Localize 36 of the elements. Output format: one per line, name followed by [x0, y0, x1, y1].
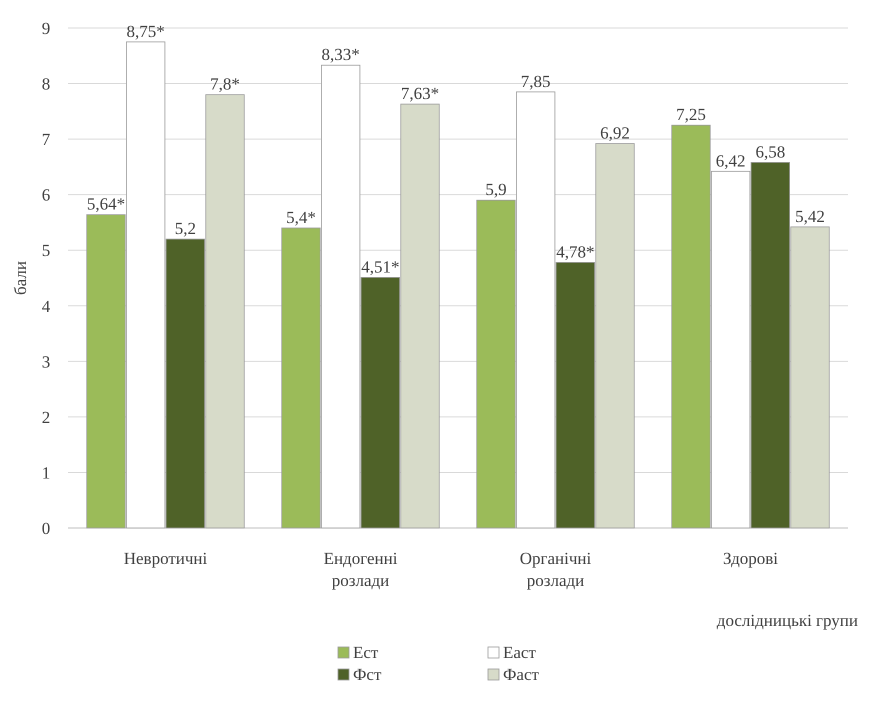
data-label: 7,8* — [210, 74, 240, 94]
y-tick-label: 5 — [42, 241, 50, 260]
data-label: 5,42 — [795, 206, 825, 226]
data-label: 6,92 — [600, 124, 630, 143]
data-label: 4,51* — [361, 257, 400, 276]
legend-label: Фаст — [503, 665, 540, 684]
y-tick-label: 7 — [42, 130, 51, 150]
x-axis-title: дослідницькі групи — [716, 611, 858, 630]
data-label: 7,63* — [400, 84, 440, 104]
y-tick-label: 6 — [42, 186, 50, 205]
data-label: 6,58 — [755, 142, 786, 162]
data-label: 6,42 — [716, 151, 746, 170]
legend-label: Ест — [353, 643, 379, 662]
y-tick-label: 8 — [42, 74, 50, 94]
x-tick-label: Невротичні — [124, 549, 208, 568]
legend-label: Фст — [353, 665, 382, 684]
y-tick-label: 4 — [42, 296, 51, 316]
data-label: 5,64* — [86, 194, 126, 214]
data-label: 5,9 — [485, 180, 507, 200]
legend-label: Еаст — [503, 643, 536, 662]
data-label: 7,25 — [676, 105, 706, 124]
y-tick-label: 3 — [42, 352, 50, 372]
y-tick-label: 2 — [42, 408, 50, 427]
y-axis-title: бали — [11, 261, 30, 295]
data-label: 8,33* — [322, 45, 360, 64]
x-tick-label: Органічні розлади — [520, 549, 592, 590]
y-tick-label: 0 — [42, 519, 50, 538]
y-tick-label: 9 — [42, 19, 50, 38]
data-label: 5,2 — [174, 219, 196, 238]
x-tick-label: Здорові — [723, 549, 778, 568]
y-tick-label: 1 — [42, 463, 50, 482]
data-label: 8,75* — [126, 22, 165, 41]
x-tick-label: Ендогенні розлади — [324, 549, 398, 590]
data-label: 5,4* — [286, 208, 316, 227]
data-label: 7,85 — [520, 72, 551, 91]
data-label: 4,78* — [556, 242, 594, 262]
